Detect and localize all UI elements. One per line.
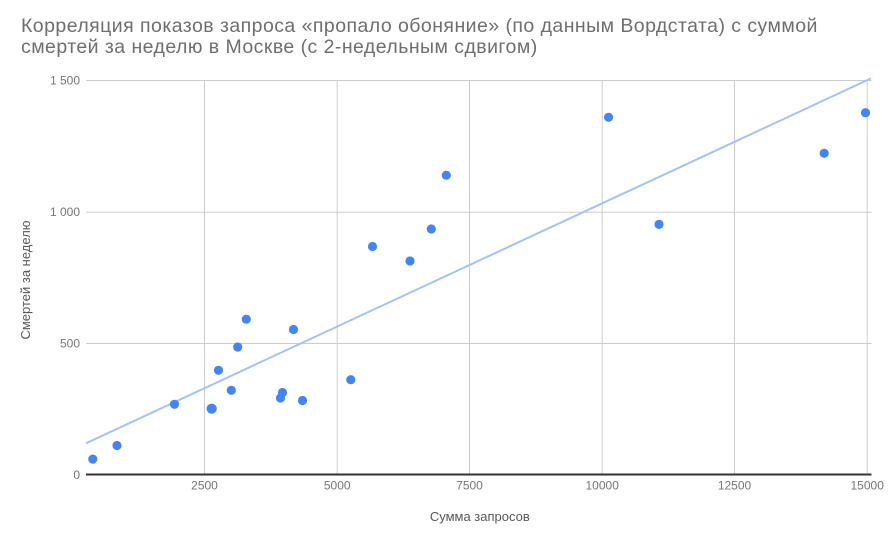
svg-text:500: 500 bbox=[60, 337, 80, 351]
svg-text:15000: 15000 bbox=[851, 479, 885, 493]
svg-text:7500: 7500 bbox=[456, 479, 483, 493]
svg-text:Смертей за неделю: Смертей за неделю bbox=[18, 220, 33, 339]
svg-text:5000: 5000 bbox=[324, 479, 351, 493]
svg-text:Сумма запросов: Сумма запросов bbox=[430, 509, 530, 524]
svg-text:0: 0 bbox=[73, 468, 80, 482]
svg-text:1 000: 1 000 bbox=[50, 205, 80, 219]
svg-text:10000: 10000 bbox=[586, 479, 620, 493]
svg-text:12500: 12500 bbox=[718, 479, 752, 493]
svg-text:2500: 2500 bbox=[191, 479, 218, 493]
svg-text:1 500: 1 500 bbox=[50, 74, 80, 88]
